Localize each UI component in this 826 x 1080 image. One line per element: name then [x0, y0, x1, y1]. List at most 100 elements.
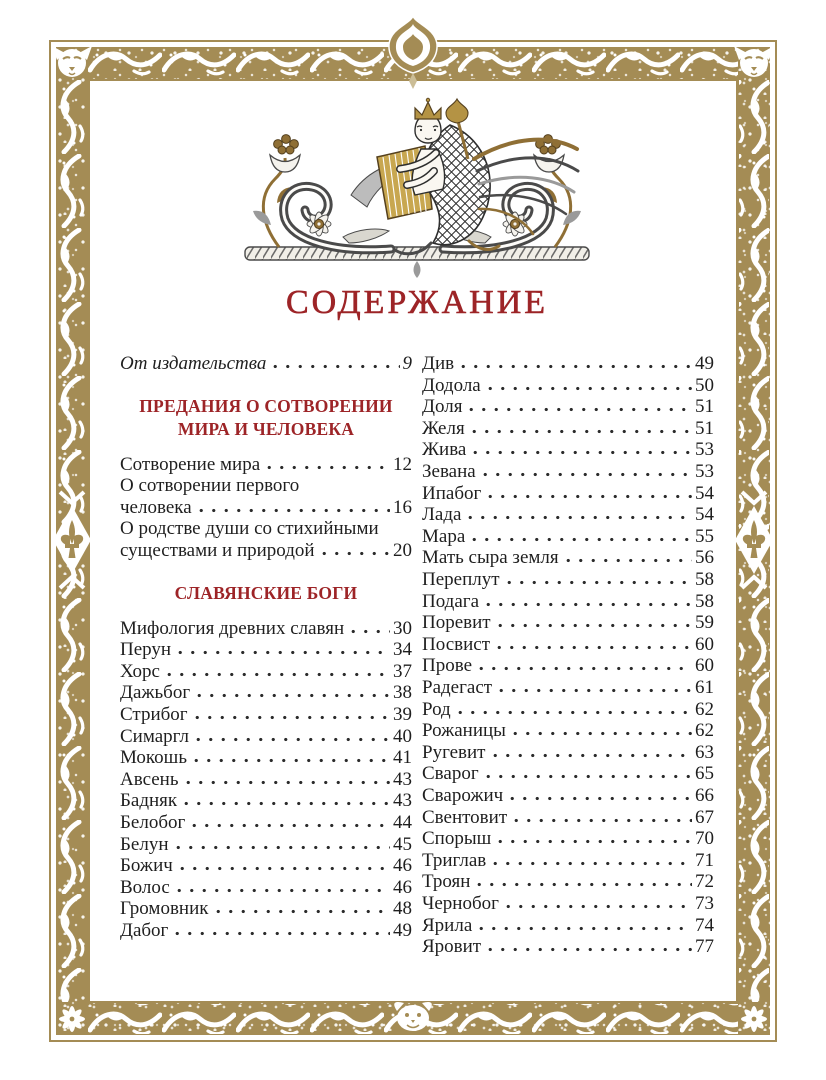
toc-entry-label: Радегаст — [422, 677, 493, 699]
toc-entry: Жива 53 — [422, 439, 714, 461]
toc-entry: Ярила 74 — [422, 915, 714, 937]
toc-entry-label: Рожаницы — [422, 720, 506, 742]
toc-entry: Хорс 37 — [120, 661, 412, 683]
toc-entry: человека 16 — [120, 497, 412, 519]
toc-entry-page-number: 34 — [393, 639, 412, 661]
dot-leader — [510, 817, 692, 823]
toc-entry-label: Яровит — [422, 936, 482, 958]
toc-entry: Яровит 77 — [422, 936, 714, 958]
toc-entry-page-number: 46 — [393, 876, 412, 898]
toc-entry-page-number: 41 — [393, 747, 412, 769]
toc-entry-page-number: 70 — [695, 828, 714, 850]
toc-entry-page-number: 62 — [695, 720, 714, 742]
toc-entry: Триглав 71 — [422, 850, 714, 872]
toc-entry-label: Бадняк — [120, 790, 178, 812]
toc-entry: Зевана 53 — [422, 461, 714, 483]
toc-entry: От издательства 9 — [120, 353, 412, 375]
toc-entry: Див 49 — [422, 353, 714, 375]
toc-entry-label: Подага — [422, 590, 479, 612]
toc-entry-page-number: 49 — [393, 919, 412, 941]
dot-leader — [475, 925, 692, 931]
toc-entry-page-number: 48 — [393, 898, 412, 920]
dot-leader — [162, 671, 390, 677]
toc-entry-label: Спорыш — [422, 828, 492, 850]
toc-entry: Перун 34 — [120, 639, 412, 661]
toc-entry-label: Свентовит — [422, 806, 508, 828]
toc-entry-page-number: 38 — [393, 682, 412, 704]
toc-entry-page-number: 71 — [695, 849, 714, 871]
dot-leader — [506, 795, 692, 801]
toc-entry-page-number: 44 — [393, 812, 412, 834]
section-heading: ПРЕДАНИЯ О СОТВОРЕНИИ МИРА И ЧЕЛОВЕКА — [124, 395, 408, 441]
toc-entry: Рожаницы 62 — [422, 720, 714, 742]
toc-entry-page-number: 59 — [695, 612, 714, 634]
dot-leader — [465, 407, 692, 413]
toc-entry: Симаргл 40 — [120, 726, 412, 748]
toc-entry-label: Сотворение мира — [120, 453, 261, 475]
toc-entry-page-number: 73 — [695, 892, 714, 914]
dot-leader — [457, 364, 692, 370]
toc-entry-page-number: 43 — [393, 790, 412, 812]
toc-entry-label: Зевана — [422, 461, 476, 483]
dot-leader — [488, 752, 692, 758]
toc-entry-page-number: 74 — [695, 914, 714, 936]
dot-leader — [493, 644, 692, 650]
toc-entry-label: Триглав — [422, 849, 487, 871]
toc-entry-page-number: 72 — [695, 871, 714, 893]
dot-leader — [171, 930, 390, 936]
toc-entry-continued: О сотворении первого — [120, 475, 300, 497]
dot-leader — [172, 887, 390, 893]
dot-leader — [483, 385, 692, 391]
toc-entry-page-number: 45 — [393, 833, 412, 855]
toc-entry-page-number: 30 — [393, 617, 412, 639]
dot-leader — [475, 666, 692, 672]
dot-leader — [181, 779, 390, 785]
toc-entry-page-number: 54 — [695, 482, 714, 504]
toc-column-right: Див 49 Додола 50 Доля 51 Желя 51 Жива 53 Зевана 53 И… — [422, 353, 714, 958]
dot-leader — [188, 823, 390, 829]
dot-leader — [494, 839, 692, 845]
toc-entry: Белобог 44 — [120, 812, 412, 834]
dot-leader — [317, 551, 390, 557]
dot-leader — [190, 715, 390, 721]
table-of-contents: От издательства 9 ПРЕДАНИЯ О СОТВОРЕНИИ МИР… — [120, 353, 714, 958]
toc-entry: Спорыш 70 — [422, 828, 714, 850]
toc-entry: Белун 45 — [120, 834, 412, 856]
dot-leader — [473, 882, 692, 888]
toc-entry: Дажьбог 38 — [120, 682, 412, 704]
toc-entry-label: Додола — [422, 374, 481, 396]
toc-entry: Сотворение мира 12 — [120, 454, 412, 476]
dot-leader — [347, 628, 390, 634]
dot-leader — [193, 693, 390, 699]
toc-entry-page-number: 65 — [695, 763, 714, 785]
toc-entry-page-number: 43 — [393, 768, 412, 790]
dot-leader — [180, 801, 390, 807]
toc-entry-page-number: 20 — [393, 540, 412, 562]
dot-leader — [481, 774, 692, 780]
toc-entry: Бадняк 43 — [120, 790, 412, 812]
toc-entry: Поревит 59 — [422, 612, 714, 634]
toc-entry-label: Ярила — [422, 914, 473, 936]
toc-entry-label: Стрибог — [120, 704, 188, 726]
toc-entry-page-number: 56 — [695, 547, 714, 569]
toc-entry-label: Поревит — [422, 612, 491, 634]
toc-entry: Переплут 58 — [422, 569, 714, 591]
toc-entry-label: Чернобог — [422, 892, 499, 914]
dot-leader — [171, 844, 390, 850]
toc-entry: Волос 46 — [120, 877, 412, 899]
toc-entry: Мифология древних славян 30 — [120, 618, 412, 640]
toc-entry-label: Посвист — [422, 633, 491, 655]
toc-entry-page-number: 61 — [695, 677, 714, 699]
toc-entry-page-number: 63 — [695, 741, 714, 763]
toc-entry-label: Мокошь — [120, 747, 187, 769]
toc-entry-label: Див — [422, 353, 455, 375]
dot-leader — [469, 450, 692, 456]
toc-entry-label: Перун — [120, 639, 172, 661]
toc-entry-page-number: 58 — [695, 569, 714, 591]
toc-column-left: От издательства 9 ПРЕДАНИЯ О СОТВОРЕНИИ МИР… — [120, 353, 412, 958]
toc-entry: Авсень 43 — [120, 769, 412, 791]
dot-leader — [561, 558, 692, 564]
toc-entry: Желя 51 — [422, 418, 714, 440]
toc-entry-label: Лада — [422, 504, 462, 526]
toc-entry-label: Сварожич — [422, 784, 504, 806]
